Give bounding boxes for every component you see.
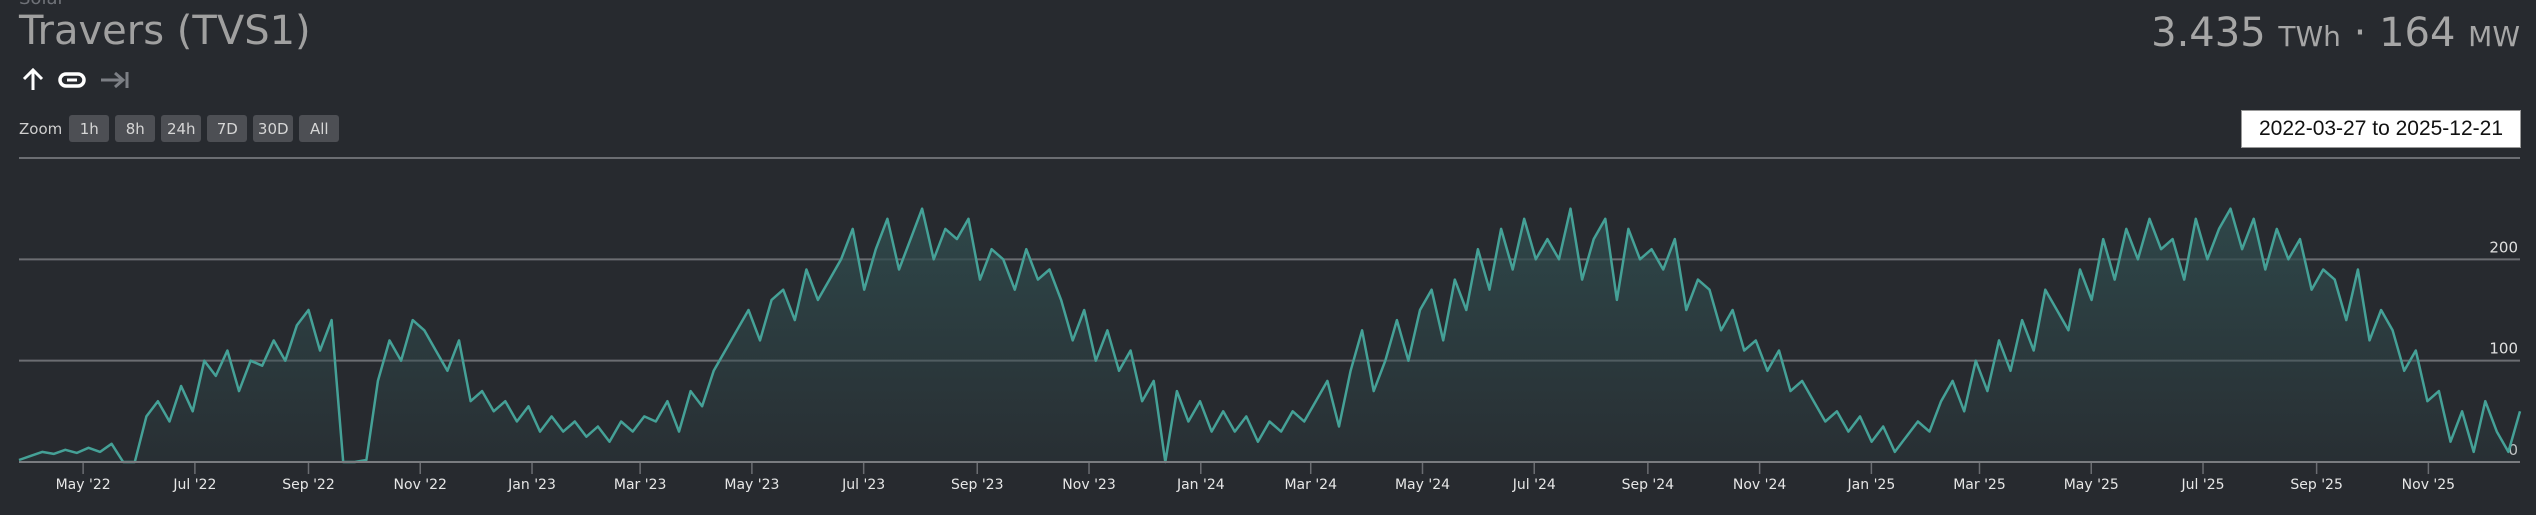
x-tick-label: Jan '25	[1847, 477, 1896, 493]
x-tick-label: Nov '23	[1062, 477, 1115, 493]
x-tick-label: Jan '24	[1176, 477, 1225, 493]
energy-unit: TWh	[2278, 20, 2341, 53]
zoom-30d-button[interactable]: 30D	[253, 115, 294, 142]
x-tick-label: Jul '25	[2181, 477, 2225, 493]
series-line	[18, 207, 2522, 464]
arrow-to-end-icon[interactable]	[100, 70, 130, 90]
x-tick-label: Jul '24	[1512, 477, 1556, 493]
x-tick-label: Mar '24	[1284, 477, 1337, 493]
x-tick-label: Mar '23	[614, 477, 667, 493]
x-tick-label: Nov '24	[1733, 477, 1787, 493]
zoom-all-button[interactable]: All	[299, 115, 340, 142]
x-tick-label: Jul '23	[841, 477, 885, 493]
x-tick-label: May '23	[724, 477, 779, 493]
arrow-up-icon[interactable]	[22, 68, 44, 92]
subtitle: Solar	[19, 0, 65, 9]
link-icon[interactable]	[58, 72, 86, 88]
zoom-controls: Zoom 1h 8h 24h 7D 30D All	[19, 115, 340, 142]
x-tick-label: May '25	[2064, 477, 2119, 493]
x-tick-label: Sep '22	[282, 477, 335, 493]
x-tick-label: May '22	[56, 477, 111, 493]
x-tick-label: May '24	[1395, 477, 1450, 493]
x-tick-label: Jan '23	[507, 477, 556, 493]
zoom-1h-button[interactable]: 1h	[69, 115, 110, 142]
power-unit: MW	[2468, 20, 2520, 53]
power-value: 164	[2379, 10, 2456, 56]
date-range-input[interactable]: 2022-03-27 to 2025-12-21	[2241, 110, 2521, 148]
toolbar-icons	[22, 68, 130, 92]
zoom-label: Zoom	[19, 119, 63, 138]
x-tick-label: Sep '24	[1622, 477, 1675, 493]
x-tick-label: Nov '22	[394, 477, 447, 493]
y-tick-label: 200	[2489, 238, 2518, 256]
zoom-8h-button[interactable]: 8h	[115, 115, 156, 142]
x-tick-label: Sep '25	[2290, 477, 2343, 493]
zoom-7d-button[interactable]: 7D	[207, 115, 248, 142]
energy-value: 3.435	[2151, 10, 2266, 56]
x-tick-label: Mar '25	[1953, 477, 2006, 493]
zoom-24h-button[interactable]: 24h	[161, 115, 202, 142]
page-title: Travers (TVS1)	[19, 8, 311, 54]
x-tick-label: Sep '23	[951, 477, 1004, 493]
x-tick-label: Nov '25	[2402, 477, 2455, 493]
x-tick-label: Jul '22	[172, 477, 216, 493]
summary-stats: 3.435 TWh · 164 MW	[2151, 10, 2520, 56]
separator: ·	[2353, 10, 2367, 56]
y-tick-label: 100	[2489, 340, 2518, 358]
